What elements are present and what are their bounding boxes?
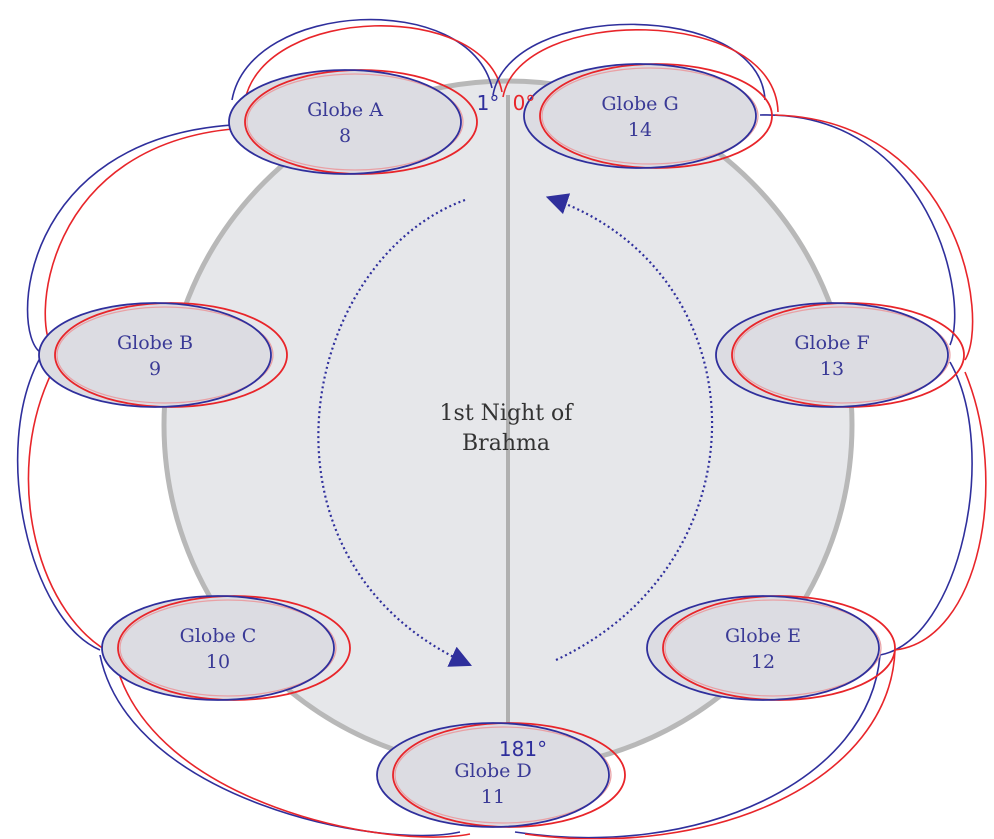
globes: Globe A 8 Globe B 9 Globe C 10 Globe D 11 Globe … xyxy=(38,63,965,828)
degree-label: 1° xyxy=(477,91,500,115)
globe-blue xyxy=(646,595,880,701)
globe-inner xyxy=(56,306,274,404)
globe-number: 9 xyxy=(149,358,161,380)
globe-name: Globe E xyxy=(725,625,801,647)
globe xyxy=(102,596,334,700)
center-label: 1st Night of xyxy=(440,401,575,426)
globe-name: Globe D xyxy=(454,760,531,782)
arc xyxy=(27,371,116,656)
globe-name: Globe G xyxy=(601,93,678,115)
globe-number: 12 xyxy=(751,651,775,673)
arc xyxy=(879,361,973,656)
globe xyxy=(524,64,756,168)
cycle-arrow xyxy=(317,198,473,667)
globe-inner xyxy=(541,67,759,165)
globe-name: Globe B xyxy=(117,332,193,354)
arc xyxy=(16,357,101,651)
globe-number: 10 xyxy=(206,651,230,673)
globe-inner xyxy=(246,73,464,171)
globe xyxy=(716,303,948,407)
degree-label: 0° xyxy=(513,91,536,115)
globe-number: 8 xyxy=(339,125,351,147)
globe xyxy=(647,596,879,700)
arc xyxy=(99,654,461,837)
globe-inner xyxy=(394,726,612,824)
globe-number: 14 xyxy=(628,119,652,141)
arc xyxy=(759,114,956,346)
globe-blue xyxy=(715,302,949,408)
arc xyxy=(114,659,471,838)
globe-blue xyxy=(38,302,272,408)
globe-number: 11 xyxy=(481,786,505,808)
globe-blue xyxy=(376,722,610,828)
degree-label: 181° xyxy=(499,737,547,761)
globe-name: Globe F xyxy=(794,332,869,354)
center-label: Brahma xyxy=(462,431,550,456)
arc xyxy=(894,371,987,651)
arc xyxy=(26,124,233,353)
arc xyxy=(502,29,779,113)
globe-blue xyxy=(228,69,462,175)
arc xyxy=(244,25,503,101)
globe-inner xyxy=(119,599,337,697)
globe-number: 13 xyxy=(820,358,844,380)
arc xyxy=(492,23,766,101)
globe-inner xyxy=(733,306,951,404)
globe xyxy=(377,723,609,827)
globe-inner xyxy=(664,599,882,697)
globe-blue xyxy=(101,595,335,701)
globe xyxy=(229,70,461,174)
arc xyxy=(514,654,881,839)
connectors xyxy=(16,18,987,839)
arc xyxy=(774,114,974,361)
arc xyxy=(231,18,493,101)
globe-name: Globe A xyxy=(307,99,383,121)
globe-blue xyxy=(523,63,757,169)
globe xyxy=(39,303,271,407)
globe-name: Globe C xyxy=(180,625,257,647)
